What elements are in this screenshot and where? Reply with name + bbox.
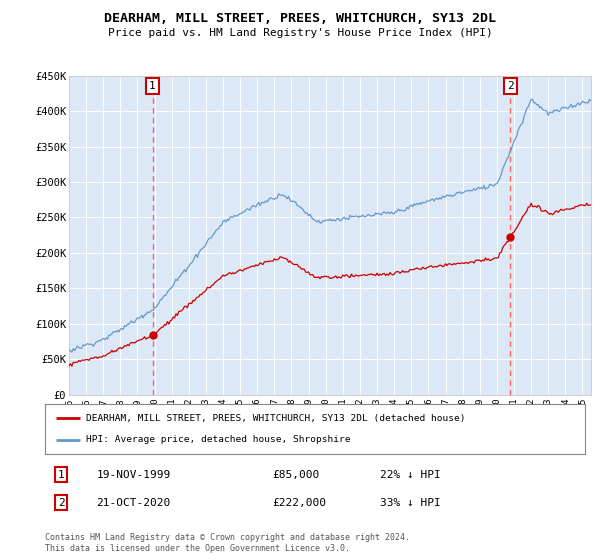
Text: 1: 1 [58,470,65,479]
Text: HPI: Average price, detached house, Shropshire: HPI: Average price, detached house, Shro… [86,435,350,444]
Text: 33% ↓ HPI: 33% ↓ HPI [380,498,440,507]
Text: £222,000: £222,000 [272,498,326,507]
Text: 21-OCT-2020: 21-OCT-2020 [96,498,170,507]
Text: DEARHAM, MILL STREET, PREES, WHITCHURCH, SY13 2DL (detached house): DEARHAM, MILL STREET, PREES, WHITCHURCH,… [86,414,465,423]
Text: 2: 2 [58,498,65,507]
Text: Contains HM Land Registry data © Crown copyright and database right 2024.
This d: Contains HM Land Registry data © Crown c… [45,533,410,553]
Text: 1: 1 [149,81,156,91]
Text: 22% ↓ HPI: 22% ↓ HPI [380,470,440,479]
Text: 2: 2 [507,81,514,91]
Text: £85,000: £85,000 [272,470,319,479]
Text: DEARHAM, MILL STREET, PREES, WHITCHURCH, SY13 2DL: DEARHAM, MILL STREET, PREES, WHITCHURCH,… [104,12,496,25]
Text: Price paid vs. HM Land Registry's House Price Index (HPI): Price paid vs. HM Land Registry's House … [107,28,493,38]
Text: 19-NOV-1999: 19-NOV-1999 [96,470,170,479]
